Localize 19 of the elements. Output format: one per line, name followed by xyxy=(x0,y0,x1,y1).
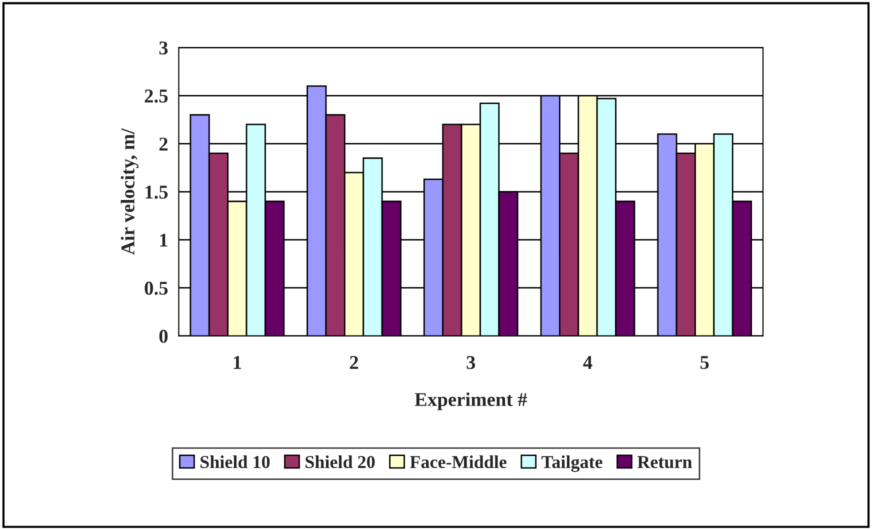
legend-label: Face-Middle xyxy=(410,455,506,468)
x-tick-label: 3 xyxy=(466,356,476,370)
y-tick-label: 2.5 xyxy=(144,90,168,103)
y-tick-label: 3 xyxy=(159,41,168,55)
x-tick-label: 2 xyxy=(350,356,358,369)
legend-label: Return xyxy=(637,456,692,468)
x-axis-title: Experiment # xyxy=(414,392,528,410)
y-tick-label: 1 xyxy=(160,234,168,247)
legend-label: Shield 20 xyxy=(306,455,375,468)
y-tick-label: 0.5 xyxy=(144,282,168,295)
x-tick-label: 4 xyxy=(583,356,592,369)
y-tick-label: 1.5 xyxy=(146,186,168,199)
x-tick-label: 5 xyxy=(700,356,709,370)
legend-label: Shield 10 xyxy=(200,455,270,468)
y-axis-title: Air velocity, m/ xyxy=(120,128,138,255)
legend-label: Tailgate xyxy=(542,455,602,472)
y-tick-label: 2 xyxy=(159,138,168,150)
y-tick-label: 0 xyxy=(159,330,168,343)
x-tick-label: 1 xyxy=(234,356,242,369)
